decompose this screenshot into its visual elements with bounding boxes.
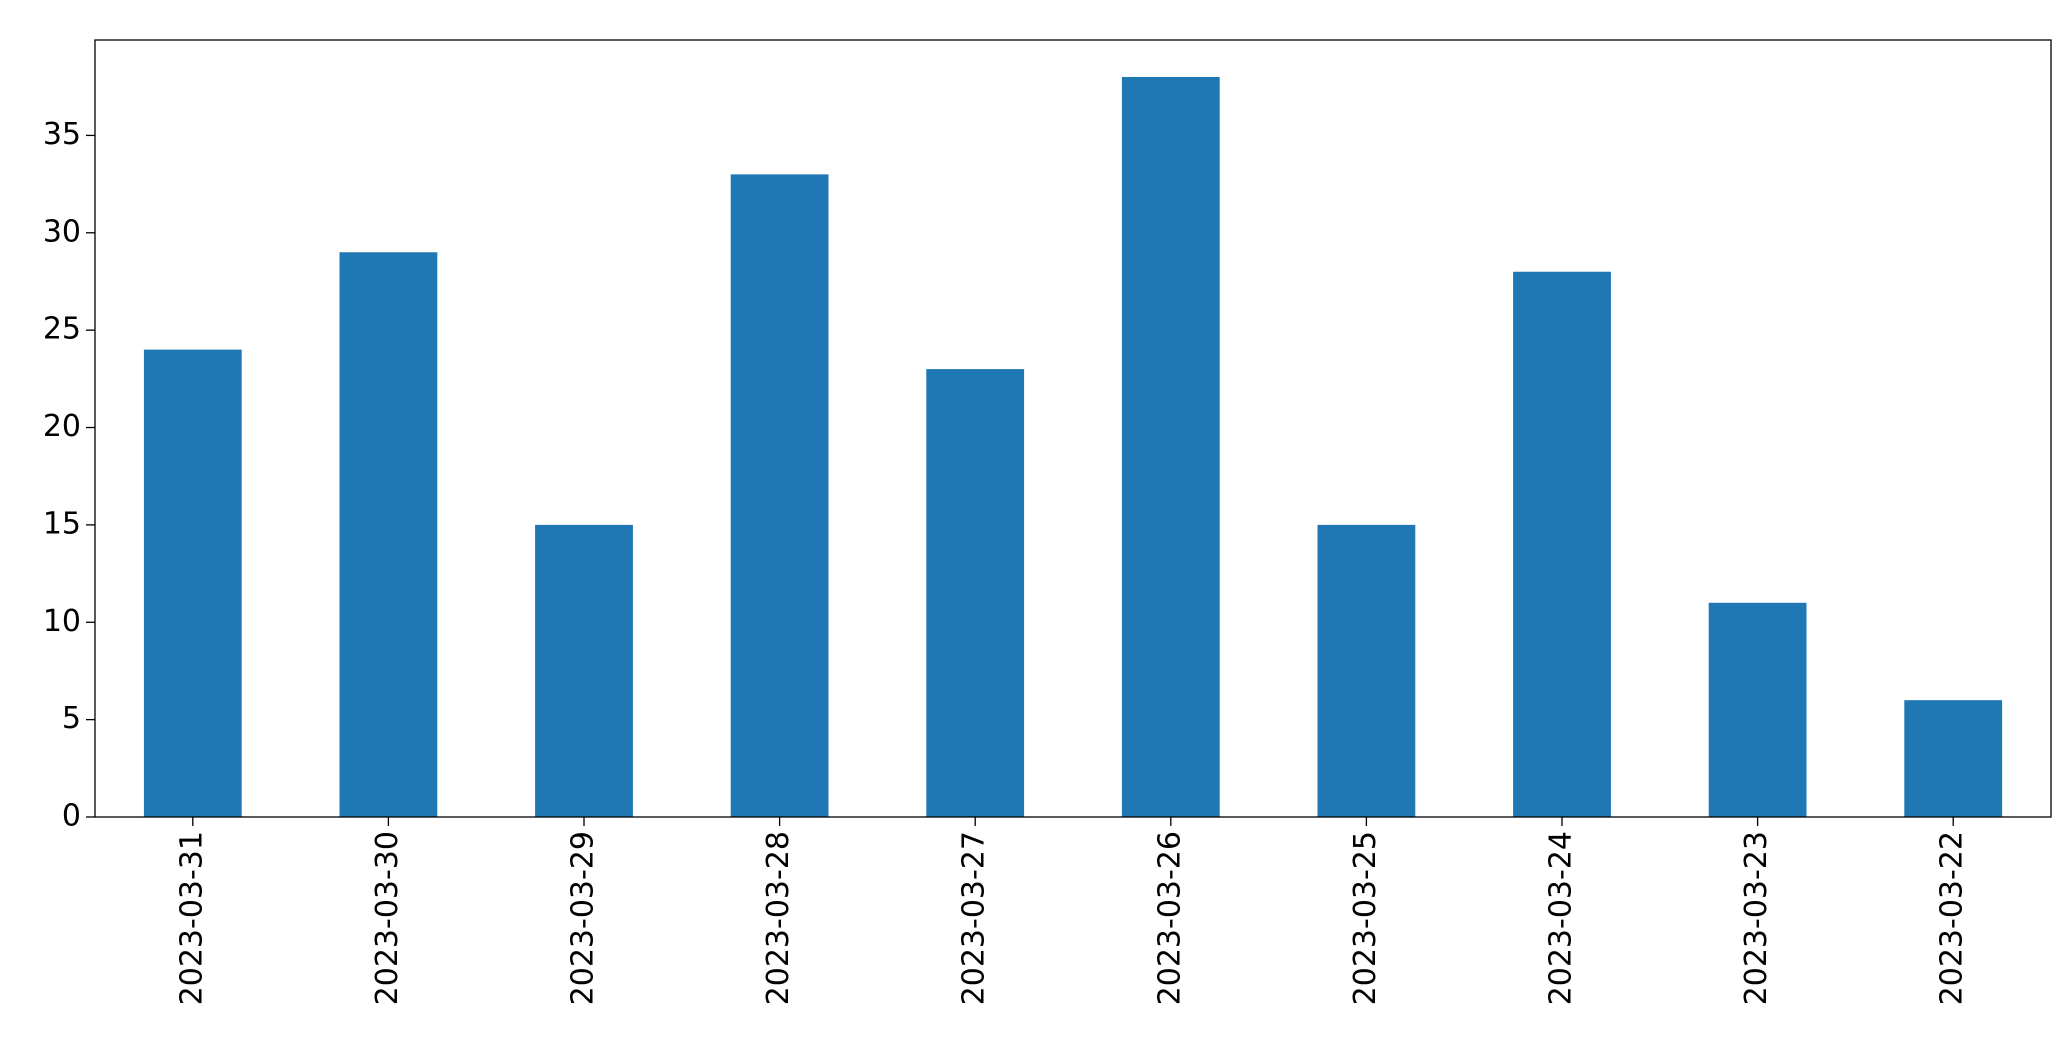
plot-frame [94, 39, 2052, 818]
bar [1513, 271, 1611, 818]
x-tick-label: 2023-03-27 [957, 831, 992, 1005]
y-tick-label: 10 [43, 604, 81, 639]
y-tick-label: 35 [43, 117, 81, 152]
y-tick-label: 20 [43, 409, 81, 444]
y-tick-label: 30 [43, 214, 81, 249]
x-tick-label: 2023-03-28 [761, 831, 796, 1005]
bar [730, 174, 829, 818]
bar [926, 369, 1025, 817]
y-tick-label: 25 [43, 312, 81, 347]
bar [1708, 602, 1807, 817]
y-tick-label: 0 [62, 799, 81, 834]
bar [339, 252, 438, 817]
bar [143, 349, 242, 817]
x-tick-label: 2023-03-23 [1739, 831, 1774, 1005]
x-tick-label: 2023-03-25 [1348, 831, 1383, 1005]
x-tick-label: 2023-03-26 [1152, 831, 1187, 1005]
bar [1904, 700, 2003, 817]
x-tick-label: 2023-03-29 [566, 831, 601, 1005]
bar [1317, 524, 1416, 817]
y-tick-label: 5 [62, 701, 81, 736]
bar [535, 524, 633, 817]
x-tick-label: 2023-03-31 [174, 831, 209, 1005]
bar [1121, 77, 1220, 817]
x-tick-label: 2023-03-22 [1935, 831, 1970, 1005]
x-tick-label: 2023-03-24 [1544, 831, 1579, 1005]
y-tick-label: 15 [43, 506, 81, 541]
x-tick-label: 2023-03-30 [370, 831, 405, 1005]
